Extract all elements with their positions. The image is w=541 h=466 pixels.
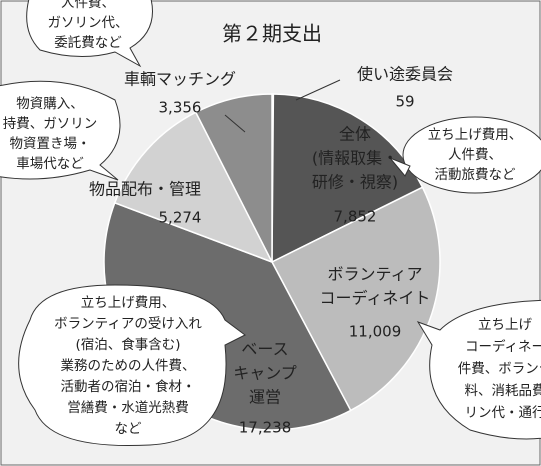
value-label: 59: [395, 93, 414, 111]
annotation: 活動旅費など: [435, 167, 516, 183]
annotation: 物資置き場・: [10, 136, 91, 152]
annotation: 持費、ガソリン: [3, 116, 98, 132]
annotation: コーディネー: [465, 338, 541, 355]
pie-slice: [113, 111, 274, 264]
annotation: 営繕費・水道光熱費: [67, 399, 189, 416]
annotation: ガソリン代、: [48, 15, 129, 31]
slice-label: ベース: [241, 340, 288, 359]
bubble: [416, 299, 541, 440]
slice-label: 運営: [249, 388, 281, 407]
pie-slice: [194, 93, 273, 263]
value-label: 3,356: [159, 99, 202, 117]
annotation: (宿泊、食事含む): [75, 336, 180, 353]
slice-label: 車輌マッチング: [124, 70, 236, 89]
annotation: 委託費など: [54, 35, 122, 51]
bubble-tail: [389, 157, 411, 177]
slice-label: コーディネイト: [320, 289, 431, 308]
slice-label: (情報取集・: [312, 149, 398, 168]
callouts: 人件費、ガソリン代、委託費など物資購入、持費、ガソリン物資置き場・車場代など立ち…: [0, 0, 541, 447]
annotation: など: [115, 421, 142, 437]
slice-label: 全体: [339, 125, 371, 144]
slice-label: 研修・視察): [312, 173, 398, 192]
pie-slice: [270, 186, 441, 412]
slice-label: 使い途委員会: [357, 65, 453, 84]
annotation: 件費、ボランテ: [458, 361, 541, 377]
value-label: 7,852: [334, 208, 377, 226]
bubble: [18, 284, 246, 447]
bubble: [402, 116, 541, 194]
annotation: 料、消耗品費: [465, 383, 541, 399]
leader-line: [295, 79, 341, 101]
annotation: 業務のための人件費、: [61, 358, 196, 374]
chart-title: 第２期支出: [222, 22, 322, 46]
annotation: 立ち上げ費用、: [81, 295, 176, 311]
slice-label: 物品配布・管理: [89, 180, 201, 199]
annotation: 活動者の宿泊・食材・: [61, 378, 196, 395]
annotation: 立ち上げ費用、: [428, 127, 523, 143]
value-label: 5,274: [159, 209, 202, 227]
annotation: 物資購入、: [16, 96, 84, 112]
bubble: [26, 0, 153, 68]
annotation: ボランティアの受け入れ: [54, 316, 202, 332]
bubble: [0, 80, 121, 181]
annotation: 人件費、: [448, 147, 502, 163]
leader-line: [224, 114, 246, 133]
slice-label: ボランティア: [327, 265, 422, 284]
slice-label: キャンプ: [233, 364, 297, 383]
annotation: 立ち上げ: [478, 317, 532, 333]
annotation: 車場代など: [16, 156, 84, 172]
annotation: リン代・通行: [465, 405, 541, 421]
annotation: 人件費、: [61, 0, 115, 11]
value-label: 11,009: [349, 323, 402, 341]
value-label: 17,238: [239, 419, 292, 437]
